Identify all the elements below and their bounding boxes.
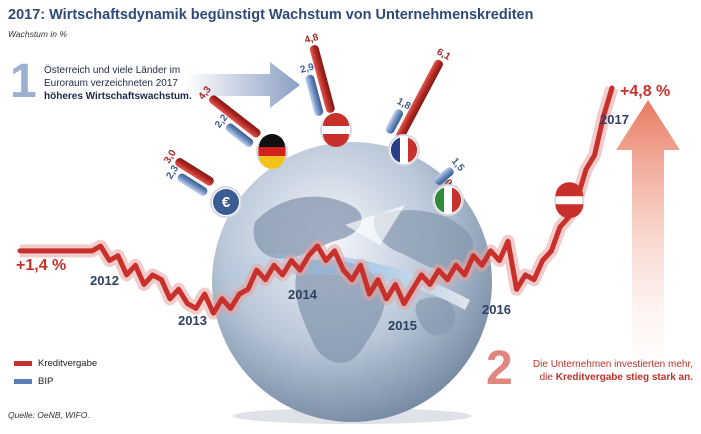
kredit-value-label: 4,8 bbox=[303, 32, 320, 46]
callout-2-prefix: die bbox=[539, 372, 556, 383]
callout-1-text: Österreich und viele Länder im Euroraum … bbox=[44, 64, 204, 103]
end-value-label: +4,8 % bbox=[620, 83, 670, 100]
callout-2-number: 2 bbox=[486, 342, 513, 395]
callout-arrow-icon bbox=[185, 62, 300, 108]
kredit-bar bbox=[175, 157, 214, 186]
callout-2-line2: die Kreditvergabe stieg stark an. bbox=[518, 371, 693, 384]
country-bar-group: 1,50,2 bbox=[432, 156, 466, 216]
legend-label: BIP bbox=[38, 376, 54, 387]
year-label: 2017 bbox=[600, 112, 629, 127]
page-subtitle: Wachstum in % bbox=[8, 29, 67, 39]
page-title: 2017: Wirtschaftsdynamik begünstigt Wach… bbox=[8, 7, 534, 23]
source-note: Quelle: OeNB, WIFO. bbox=[8, 410, 90, 420]
callout-1-line1: Österreich und viele Länder im Euroraum … bbox=[44, 65, 181, 89]
year-label: 2015 bbox=[388, 318, 417, 333]
kredit-bar bbox=[309, 45, 335, 113]
year-label: 2013 bbox=[178, 313, 207, 328]
legend-label: Kreditvergabe bbox=[38, 358, 98, 369]
callout-2-line1: Die Unternehmen investierten mehr, bbox=[532, 359, 693, 370]
germany-flag-icon bbox=[256, 134, 288, 169]
austria-flag-icon bbox=[320, 113, 352, 147]
callout-2-bold: Kreditvergabe stieg stark an. bbox=[555, 372, 693, 383]
kreditvergabe-line-path bbox=[17, 85, 615, 316]
growth-arrow-icon bbox=[616, 100, 680, 360]
bip-bar bbox=[305, 74, 324, 116]
country-bar-group: 2,9 4,8 bbox=[299, 32, 352, 147]
euro-icon: € bbox=[210, 186, 242, 218]
legend-item-bip: BIP bbox=[14, 376, 53, 387]
bip-value-label: 2,9 bbox=[299, 62, 316, 76]
year-label: 2012 bbox=[90, 273, 119, 288]
callout-1-number: 1 bbox=[10, 55, 37, 108]
austria-flag-icon bbox=[554, 182, 585, 219]
year-label: 2014 bbox=[288, 287, 318, 302]
bip-bar bbox=[225, 123, 254, 148]
country-bar-group: 2,33,0€ bbox=[162, 148, 242, 218]
italy-flag-icon bbox=[432, 184, 464, 216]
callout-1-line2: höheres Wirtschaftswachstum. bbox=[44, 91, 192, 102]
legend-swatch-blue bbox=[14, 378, 32, 384]
kredit-bar bbox=[396, 59, 443, 140]
bip-bar bbox=[177, 173, 208, 196]
svg-text:€: € bbox=[222, 194, 231, 211]
year-label: 2016 bbox=[482, 302, 511, 317]
bip-bar bbox=[385, 109, 404, 134]
bip-bar bbox=[434, 167, 454, 185]
country-bar-group: 1,86,1 bbox=[385, 47, 453, 166]
legend-item-kreditvergabe: Kreditvergabe bbox=[14, 358, 97, 369]
kreditvergabe-line: 2012 2013 2014 2015 2016 2017 bbox=[17, 85, 629, 333]
kredit-bar bbox=[209, 95, 261, 138]
legend-swatch-red bbox=[14, 360, 32, 366]
france-flag-icon bbox=[388, 134, 420, 166]
start-value-label: +1,4 % bbox=[16, 257, 66, 274]
callout-2-text: Die Unternehmen investierten mehr, die K… bbox=[518, 358, 693, 384]
